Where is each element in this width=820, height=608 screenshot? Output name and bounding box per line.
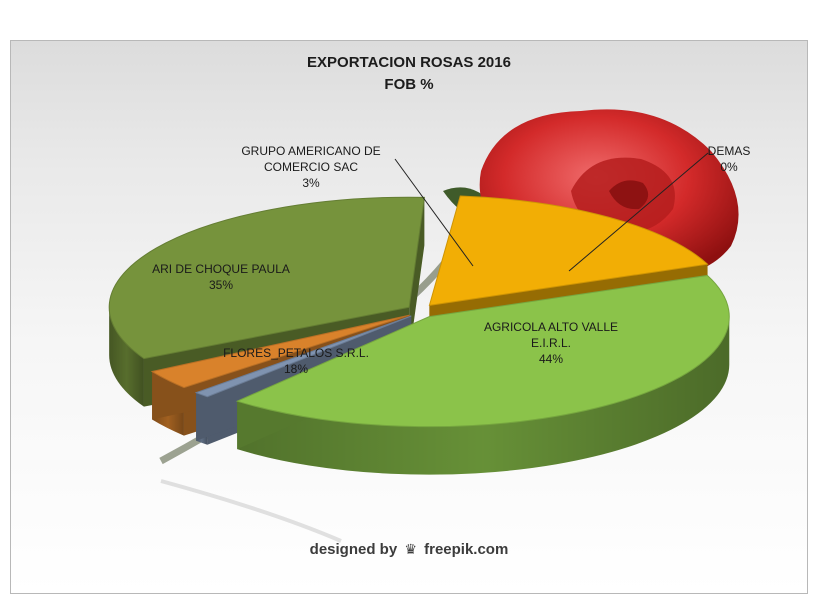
chart-title: EXPORTACION ROSAS 2016 — [307, 54, 511, 71]
slice-label-name-4: FLORES_PETALOS S.R.L. — [223, 346, 369, 360]
watermark-prefix: designed by — [309, 541, 398, 558]
slice-label-value-0: 44% — [539, 352, 563, 366]
chart-subtitle: FOB % — [384, 76, 434, 93]
freepik-watermark: designed by ♛ freepik.com — [11, 541, 807, 558]
pie-slice-wall-shade — [109, 307, 144, 407]
slice-label-name-2: GRUPO AMERICANO DE — [241, 144, 380, 158]
pie-slice-1 — [194, 315, 412, 398]
label-leader-line-1 — [568, 152, 709, 272]
crown-logo-icon: ♛ — [404, 541, 417, 557]
pie-slice-2 — [150, 314, 410, 389]
slice-label-value-4: 18% — [284, 362, 308, 376]
pie-slice-4 — [428, 195, 709, 307]
slice-label-name-3: ARI DE CHOQUE PAULA — [152, 262, 290, 276]
slice-label-name-0: AGRICOLA ALTO VALLE — [484, 320, 618, 334]
pie-chart: AGRICOLA ALTO VALLE E.I.R.L. 44% DEMAS 0% GRU… — [108, 109, 750, 543]
rose-stem-reflection — [160, 479, 342, 543]
pie-slice-wall-shade — [237, 316, 730, 475]
slice-label-name-2: COMERCIO SAC — [264, 160, 358, 174]
pie-slice-3 — [108, 196, 425, 360]
slice-labels: AGRICOLA ALTO VALLE E.I.R.L. 44% DEMAS 0% GRU… — [152, 144, 750, 376]
pie-group — [108, 195, 730, 475]
watermark-brand: freepik.com — [424, 541, 509, 558]
slice-label-value-2: 3% — [302, 176, 320, 190]
slice-label-value-3: 35% — [209, 278, 233, 292]
pie-slice-cut — [409, 197, 425, 356]
chart-frame: EXPORTACION ROSAS 2016 FOB % AGR — [10, 40, 808, 594]
pie-slice-0 — [235, 274, 730, 428]
slice-label-name-1: DEMAS — [708, 144, 751, 158]
label-leader-line-2 — [394, 158, 474, 267]
slice-label-value-1: 0% — [720, 160, 738, 174]
rose-petal-center — [609, 180, 649, 210]
slice-label-name-0: E.I.R.L. — [531, 336, 571, 350]
